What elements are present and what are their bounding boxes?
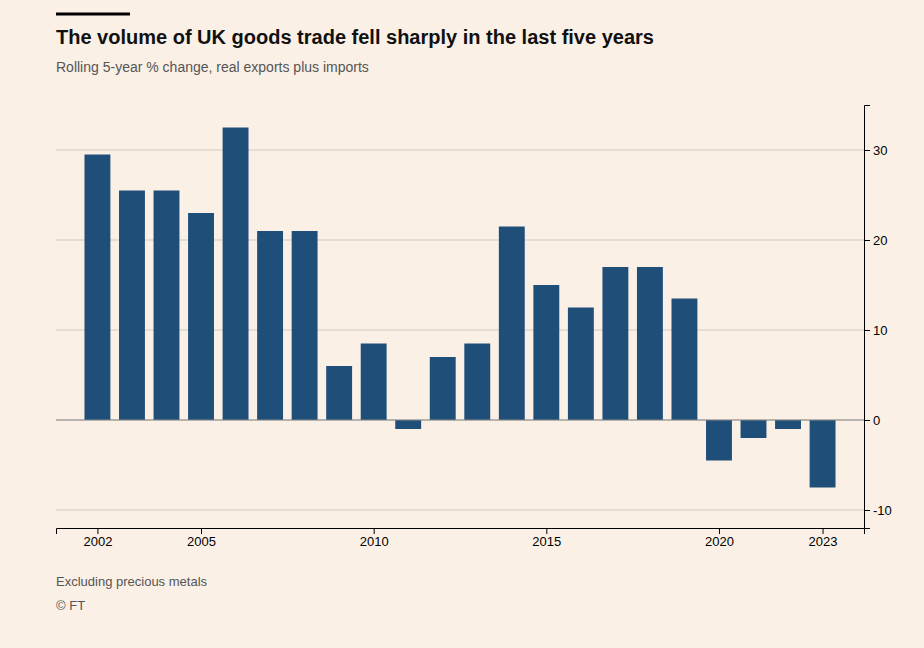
bar — [602, 267, 628, 420]
bar — [499, 227, 525, 421]
y-axis: -10 0 10 20 30 — [864, 106, 892, 529]
bar — [464, 344, 490, 421]
x-tick: 2020 — [705, 528, 734, 549]
bar — [430, 357, 456, 420]
y-tick-label: 20 — [873, 233, 887, 248]
footnote: Excluding precious metals — [56, 574, 208, 589]
bar — [741, 420, 767, 438]
y-tick-mark — [864, 330, 870, 331]
plot: 2002 2005 2010 2015 2020 2023 -10 0 10 20 30 — [56, 106, 892, 550]
bar — [361, 344, 387, 421]
x-tick-label: 2023 — [809, 534, 838, 549]
bar — [706, 420, 732, 461]
subtitle: Rolling 5-year % change, real exports pl… — [56, 59, 369, 75]
grid-line — [56, 510, 864, 511]
y-tick-mark — [864, 150, 870, 151]
grid — [56, 150, 864, 510]
y-tick-mark — [864, 420, 870, 421]
y-tick: 10 — [864, 323, 887, 338]
x-tick-mark — [719, 528, 720, 534]
background — [0, 0, 924, 648]
grid-line — [56, 420, 864, 421]
bar — [568, 308, 594, 421]
x-tick: 2005 — [187, 528, 216, 549]
x-tick-mark — [374, 528, 375, 534]
x-tick-label: 2010 — [360, 534, 389, 549]
bar — [395, 420, 421, 429]
footnote: © FT — [56, 598, 85, 613]
bar — [223, 128, 249, 421]
title: The volume of UK goods trade fell sharpl… — [56, 26, 654, 48]
bar — [326, 366, 352, 420]
bar — [154, 191, 180, 421]
x-axis: 2002 2005 2010 2015 2020 2023 — [57, 528, 865, 549]
y-axis-line — [865, 106, 871, 529]
bars — [84, 128, 835, 488]
x-tick-label: 2002 — [83, 534, 112, 549]
accent-line — [56, 13, 130, 16]
x-tick-mark — [201, 528, 202, 534]
bar — [671, 299, 697, 421]
x-tick: 2015 — [532, 528, 561, 549]
x-tick: 2023 — [809, 528, 838, 549]
x-tick-mark — [546, 528, 547, 534]
grid-line — [56, 150, 864, 151]
x-tick-mark — [97, 528, 98, 534]
x-tick-label: 2005 — [187, 534, 216, 549]
x-axis-line — [57, 529, 865, 535]
y-tick: 30 — [864, 143, 887, 158]
x-tick-label: 2015 — [532, 534, 561, 549]
y-tick-label: 30 — [873, 143, 887, 158]
y-tick-label: 10 — [873, 323, 887, 338]
zero-line — [56, 420, 864, 421]
bar — [119, 191, 145, 421]
x-tick: 2010 — [360, 528, 389, 549]
bar — [810, 420, 836, 488]
bar — [637, 267, 663, 420]
x-tick-label: 2020 — [705, 534, 734, 549]
y-tick-label: 0 — [873, 413, 880, 428]
bar — [84, 155, 110, 421]
x-tick: 2002 — [83, 528, 112, 549]
bar — [292, 231, 318, 420]
y-tick-label: -10 — [873, 503, 892, 518]
bar — [533, 285, 559, 420]
chart: The volume of UK goods trade fell sharpl… — [0, 0, 924, 648]
y-tick: 20 — [864, 233, 887, 248]
bar — [775, 420, 801, 429]
x-tick-mark — [823, 528, 824, 534]
y-tick: -10 — [864, 503, 892, 518]
bar — [257, 231, 283, 420]
y-tick: 0 — [864, 413, 880, 428]
y-tick-mark — [864, 510, 870, 511]
bar — [188, 213, 214, 420]
y-tick-mark — [864, 240, 870, 241]
